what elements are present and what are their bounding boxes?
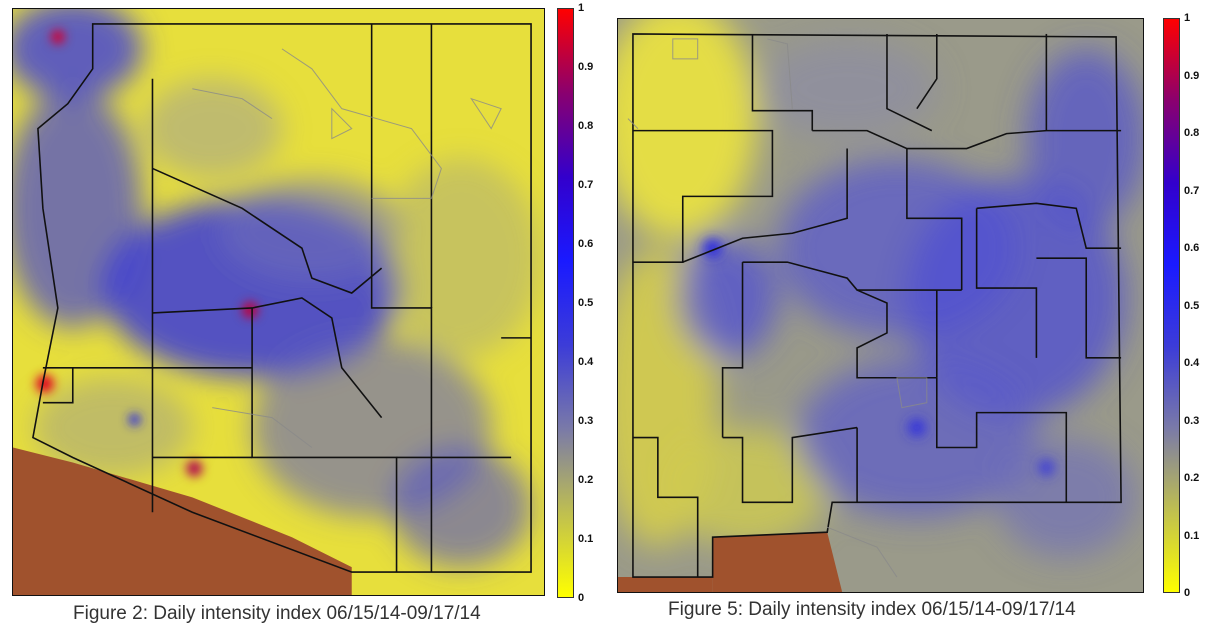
mexico-region: [13, 447, 352, 595]
reservation-boundaries-nm: [627, 38, 928, 578]
colorbar-right-tick-0-2: 0.2: [1184, 472, 1200, 484]
figure-2-caption: Figure 2: Daily intensity index 06/15/14…: [73, 603, 481, 624]
colorbar-left-tick-0-6: 0.6: [578, 238, 594, 250]
colorbar-left-tick-0-1: 0.1: [578, 533, 594, 545]
intensity-hotspots: [35, 29, 259, 477]
colorbar-left: [557, 8, 574, 598]
intensity-field-nm: [618, 19, 1143, 558]
new-mexico-intensity-map: [617, 18, 1144, 593]
colorbar-left-tick-0-5: 0.5: [578, 297, 594, 309]
colorbar-right-tick-1: 1: [1184, 12, 1191, 24]
colorbar-left-tick-0-2: 0.2: [578, 474, 594, 486]
colorbar-left-tick-0-7: 0.7: [578, 179, 594, 191]
colorbar-right: [1163, 18, 1180, 593]
colorbar-left-tick-0-3: 0.3: [578, 415, 594, 427]
colorbar-left-tick-0-9: 0.9: [578, 61, 594, 73]
arizona-intensity-map: [12, 8, 545, 596]
county-boundaries-nm: [632, 33, 1122, 578]
colorbar-left-tick-0-4: 0.4: [578, 356, 594, 368]
colorbar-left-tick-0-8: 0.8: [578, 120, 594, 132]
colorbar-right-tick-0-6: 0.6: [1184, 242, 1200, 254]
intensity-hotspots-nm: [702, 238, 1055, 476]
colorbar-right-tick-0-3: 0.3: [1184, 414, 1200, 427]
mexico-region-nm: [712, 532, 843, 592]
colorbar-left-tick-1: 1: [578, 2, 585, 14]
colorbar-right-tick-0-9: 0.9: [1184, 69, 1200, 82]
colorbar-right-tick-0-1: 0.1: [1184, 529, 1200, 542]
reservation-boundaries: [192, 48, 502, 448]
colorbar-right-tick-0-4: 0.4: [1184, 357, 1200, 369]
figure-5-caption: Figure 5: Daily intensity index 06/15/14…: [668, 599, 1076, 620]
figure-2-panel: Figure 2: Daily intensity index 06/15/14…: [0, 0, 600, 628]
county-boundaries: [32, 23, 532, 573]
colorbar-right-tick-0-5: 0.5: [1184, 299, 1200, 312]
colorbar-right-tick-0-8: 0.8: [1184, 127, 1200, 139]
colorbar-left-tick-0: 0: [578, 592, 585, 604]
colorbar-right-tick-0: 0: [1184, 587, 1191, 599]
colorbar-right-tick-0-7: 0.7: [1184, 184, 1200, 197]
